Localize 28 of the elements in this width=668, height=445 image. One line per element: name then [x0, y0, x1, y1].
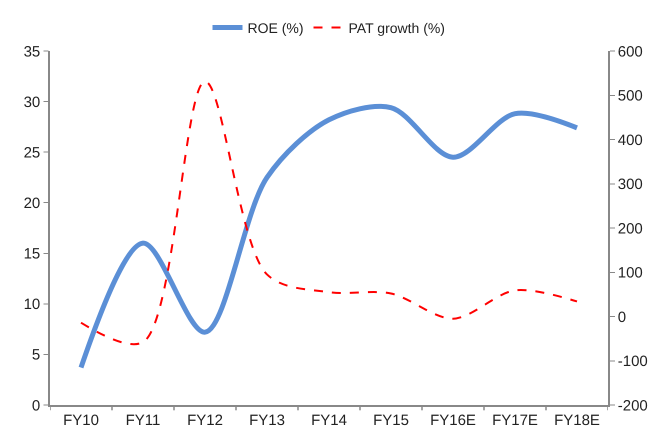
- y2-tick-label: 300: [618, 176, 643, 193]
- x-tick-label: FY18E: [554, 412, 600, 429]
- y2-tick-label: 500: [618, 88, 643, 104]
- y-tick-label: 10: [24, 296, 40, 314]
- x-tick-label: FY16E: [430, 412, 476, 429]
- y-tick-label: 30: [24, 94, 40, 111]
- y-tick-label: 35: [24, 43, 40, 60]
- y2-tick-label: 100: [618, 264, 643, 282]
- y-tick-label: 25: [24, 144, 40, 162]
- y2-tick-label: 600: [618, 43, 643, 60]
- y2-tick-label: 400: [618, 132, 643, 149]
- y2-tick-label: 0: [618, 308, 626, 326]
- x-tick-label: FY15: [373, 412, 409, 429]
- x-tick-label: FY13: [249, 412, 285, 429]
- x-tick-label: FY11: [126, 412, 160, 429]
- y2-tick-label: -200: [618, 397, 648, 414]
- legend-label: PAT growth (%): [348, 20, 445, 36]
- y-tick-label: 15: [24, 246, 40, 263]
- y-tick-label: 0: [32, 397, 40, 414]
- y2-tick-label: -100: [618, 353, 648, 370]
- x-tick-label: FY14: [311, 412, 347, 429]
- x-tick-label: FY10: [63, 412, 99, 429]
- x-tick-label: FY17E: [492, 412, 538, 429]
- x-tick-label: FY12: [187, 412, 223, 429]
- legend-label: ROE (%): [248, 20, 304, 36]
- y-tick-label: 20: [24, 194, 40, 212]
- y2-tick-label: 200: [618, 220, 643, 238]
- y-tick-label: 5: [32, 346, 40, 364]
